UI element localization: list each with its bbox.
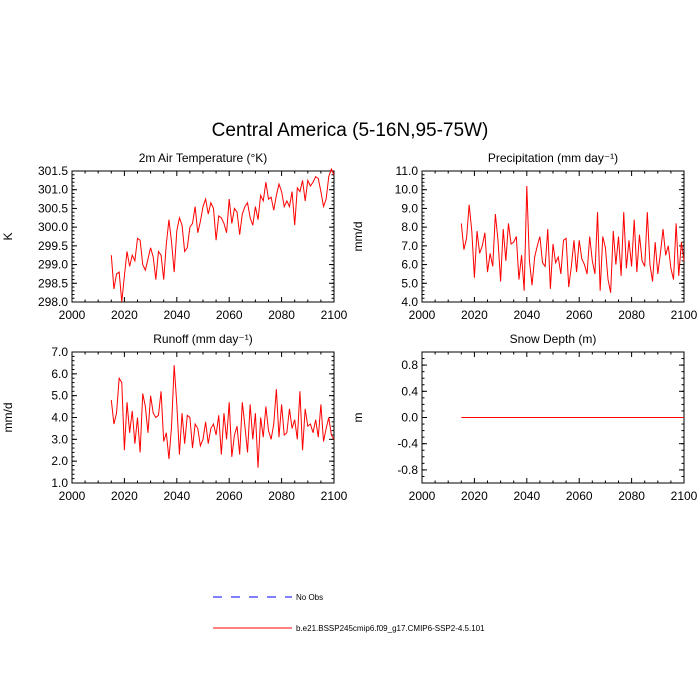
y-tick-label: 298.5 [38, 276, 68, 290]
x-tick-label: 2060 [566, 308, 593, 322]
x-tick-label: 2000 [409, 489, 436, 503]
y-tick-label: 4.0 [51, 411, 68, 425]
x-tick-label: 2020 [461, 489, 488, 503]
x-tick-label: 2100 [671, 489, 698, 503]
y-tick-label: -0.4 [397, 437, 418, 451]
y-tick-label: 299.5 [38, 239, 68, 253]
panel-runoff: Runoff (mm day⁻¹) mm/d 2000 2020 2040 2060 208… [1, 332, 348, 503]
legend: No Obs b.e21.BSSP245cmip6.f09_g17.CMIP6-… [213, 593, 485, 633]
y-tick-label: 5.0 [401, 276, 418, 290]
legend-label-model: b.e21.BSSP245cmip6.f09_g17.CMIP6-SSP2-4.… [296, 624, 485, 633]
y-tick-label: 300.0 [38, 220, 68, 234]
x-tick-label: 2000 [409, 308, 436, 322]
x-tick-label: 2080 [618, 308, 645, 322]
x-tick-label: 2020 [461, 308, 488, 322]
panel-precipitation: Precipitation (mm day⁻¹) mm/d 2000 2020 2040… [351, 151, 698, 322]
x-tick-label: 2100 [671, 308, 698, 322]
series-line [110, 167, 335, 303]
y-tick-label: 299.0 [38, 258, 68, 272]
y-tick-label: 7.0 [51, 345, 68, 359]
y-tick-label: 0.4 [401, 384, 418, 398]
series-line [460, 185, 685, 293]
y-axis-label: m [351, 413, 365, 423]
panel-title: Runoff (mm day⁻¹) [153, 332, 252, 346]
y-tick-label: 298.0 [38, 295, 68, 309]
x-tick-label: 2060 [216, 489, 243, 503]
y-tick-label: 300.5 [38, 201, 68, 215]
x-tick-label: 2100 [321, 308, 348, 322]
x-tick-label: 2040 [163, 489, 190, 503]
x-tick-label: 2100 [321, 489, 348, 503]
y-tick-label: 6.0 [51, 367, 68, 381]
x-tick-label: 2040 [163, 308, 190, 322]
x-tick-label: 2080 [618, 489, 645, 503]
panel-title: 2m Air Temperature (°K) [139, 151, 268, 165]
y-tick-label: 301.0 [38, 183, 68, 197]
y-tick-label: 0.0 [401, 411, 418, 425]
y-tick-label: 7.0 [401, 239, 418, 253]
x-tick-label: 2040 [513, 308, 540, 322]
x-tick-label: 2020 [111, 489, 138, 503]
x-tick-label: 2080 [268, 489, 295, 503]
y-tick-label: 3.0 [51, 432, 68, 446]
y-axis-label: K [1, 232, 15, 240]
y-tick-label: 4.0 [401, 295, 418, 309]
figure-title: Central America (5-16N,95-75W) [212, 120, 489, 141]
x-tick-label: 2000 [59, 308, 86, 322]
x-tick-label: 2040 [513, 489, 540, 503]
series-line [110, 365, 335, 468]
x-tick-label: 2080 [268, 308, 295, 322]
y-axis-label: mm/d [351, 222, 365, 252]
y-tick-label: 10.0 [395, 183, 419, 197]
y-tick-label: 301.5 [38, 164, 68, 178]
panel-snow-depth: Snow Depth (m) m 2000 2020 2040 2060 2080 2100 -… [351, 332, 698, 503]
y-tick-label: 1.0 [51, 476, 68, 490]
y-tick-label: 0.8 [401, 358, 418, 372]
y-axis-label: mm/d [1, 403, 15, 433]
x-tick-label: 2020 [111, 308, 138, 322]
legend-label-no-obs: No Obs [296, 593, 323, 602]
x-tick-label: 2060 [566, 489, 593, 503]
y-tick-label: 6.0 [401, 258, 418, 272]
panel-title: Snow Depth (m) [510, 332, 597, 346]
panel-air-temperature: 2m Air Temperature (°K) K 2000 2020 2040 2060… [1, 151, 348, 322]
x-tick-label: 2060 [216, 308, 243, 322]
panel-title: Precipitation (mm day⁻¹) [488, 151, 618, 165]
y-tick-label: 9.0 [401, 201, 418, 215]
y-tick-label: 5.0 [51, 389, 68, 403]
y-tick-label: 11.0 [396, 164, 419, 178]
y-tick-label: 8.0 [401, 220, 418, 234]
y-tick-label: -0.8 [397, 463, 418, 477]
x-tick-label: 2000 [59, 489, 86, 503]
y-tick-label: 2.0 [51, 454, 68, 468]
